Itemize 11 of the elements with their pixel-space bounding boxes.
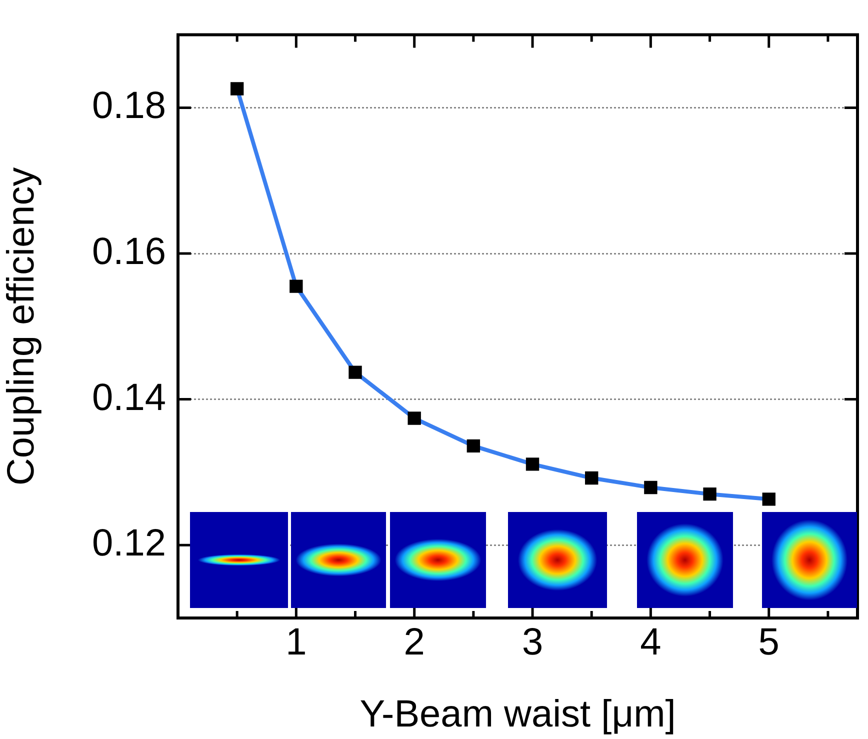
x-tick-label: 5 — [758, 621, 780, 664]
y-axis-title: Coupling efficiency — [0, 167, 42, 486]
y-tick-label: 0.16 — [92, 230, 166, 273]
x-axis-title: Y-Beam waist [μm] — [360, 694, 676, 736]
x-tick-label: 4 — [640, 621, 662, 664]
y-tick-label: 0.18 — [92, 85, 166, 128]
x-tick-label: 2 — [404, 621, 425, 664]
x-tick-label: 1 — [286, 621, 307, 664]
y-tick-label: 0.12 — [92, 522, 166, 565]
x-tick-label: 3 — [522, 621, 544, 664]
y-tick-label: 0.14 — [92, 376, 166, 419]
